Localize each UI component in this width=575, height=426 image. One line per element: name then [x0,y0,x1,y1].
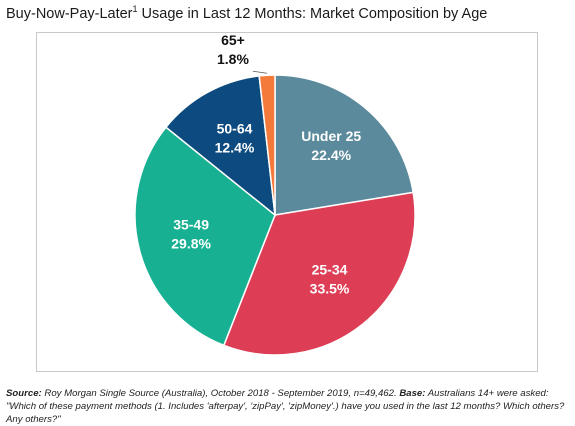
leader-line [252,70,268,74]
title-main: Buy-Now-Pay-Later [6,5,133,22]
pie-slice [274,74,415,216]
slice-value-label: 1.8% [217,51,249,67]
slice-label: Under 25 [301,128,361,144]
title-rest: Usage in Last 12 Months: Market Composit… [137,5,488,22]
source-label: Source: [6,388,42,399]
pie-slice [164,75,276,217]
pie-slice [222,191,416,356]
slice-value-label: 33.5% [310,281,350,297]
chart-title: Buy-Now-Pay-Later1 Usage in Last 12 Mont… [6,4,487,22]
slice-label: 25-34 [312,262,348,278]
pie-chart: Under 25 22.4% 25-34 33.5% 35-49 29.8% 50-64 12… [134,33,416,356]
source-note: Source: Roy Morgan Single Source (Austra… [6,387,571,426]
chart-frame: Under 25 22.4% 25-34 33.5% 35-49 29.8% 50-64 12… [36,32,538,372]
slice-label: 65+ [221,33,245,48]
slice-label: 35-49 [173,216,209,232]
slice-value-label: 12.4% [215,139,255,155]
pie-slice [134,126,276,347]
source-text: Roy Morgan Single Source (Australia), Oc… [41,388,400,399]
slice-value-label: 22.4% [311,147,351,163]
pie-slice [258,74,276,216]
title-superscript: 1 [132,4,138,14]
slice-label: 50-64 [217,120,253,136]
slice-value-label: 29.8% [171,235,211,251]
base-label: Base: [399,388,426,399]
